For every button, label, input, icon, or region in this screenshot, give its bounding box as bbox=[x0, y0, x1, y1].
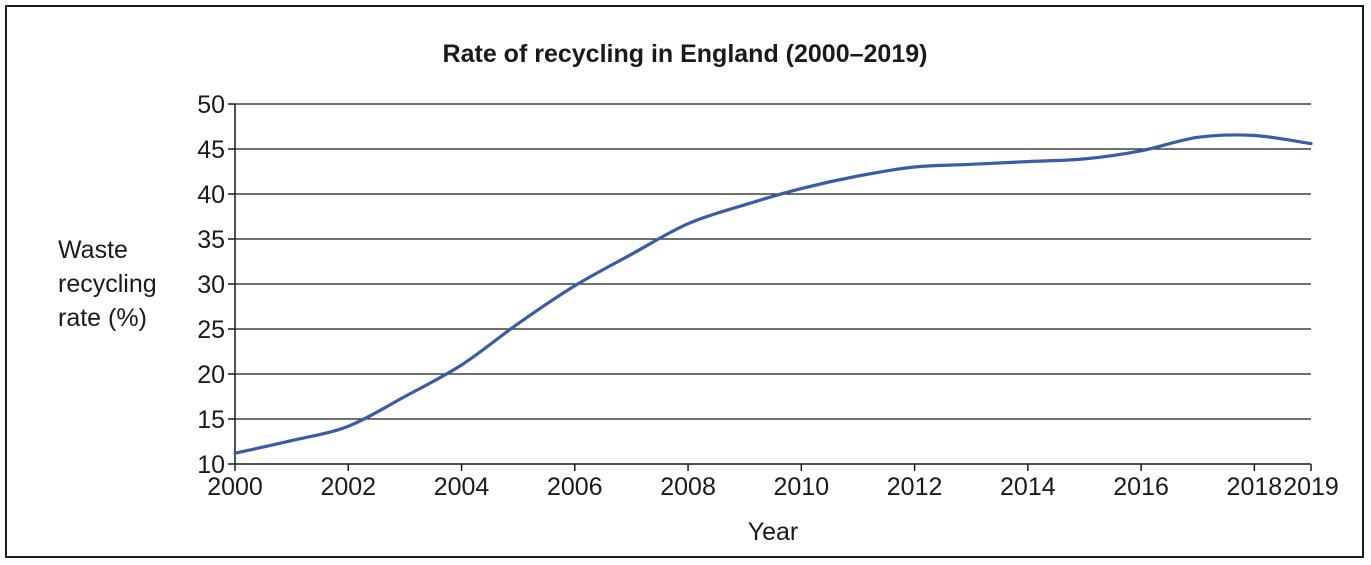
x-tick-label-2010: 2010 bbox=[774, 473, 830, 501]
x-tick-label-2002: 2002 bbox=[320, 473, 376, 501]
y-tick-label-50: 50 bbox=[197, 91, 225, 119]
y-tick-label-15: 15 bbox=[197, 406, 225, 434]
chart-title: Rate of recycling in England (2000–2019) bbox=[443, 40, 928, 68]
y-tick-label-40: 40 bbox=[197, 181, 225, 209]
x-tick-label-2006: 2006 bbox=[547, 473, 603, 501]
chart-frame bbox=[5, 5, 1364, 558]
x-tick-label-2014: 2014 bbox=[1000, 473, 1056, 501]
y-tick-label-25: 25 bbox=[197, 316, 225, 344]
y-axis-label-line-2: recycling bbox=[58, 270, 157, 298]
y-axis-label-line-1: Waste bbox=[58, 236, 128, 264]
x-tick-label-2012: 2012 bbox=[887, 473, 943, 501]
y-tick-label-45: 45 bbox=[197, 136, 225, 164]
x-axis-ticks: 2000 2002 2004 2006 2008 2010 2012 2014 2016 2018… bbox=[207, 464, 1339, 501]
y-axis-ticks: 10 15 20 25 30 35 40 45 50 bbox=[197, 91, 235, 479]
y-tick-label-20: 20 bbox=[197, 361, 225, 389]
y-axis-label-line-3: rate (%) bbox=[58, 304, 147, 332]
y-axis-label: Waste recycling rate (%) bbox=[58, 236, 164, 332]
gridlines bbox=[235, 103, 1311, 420]
x-tick-label-2018: 2018 bbox=[1227, 473, 1283, 501]
y-tick-label-35: 35 bbox=[197, 226, 225, 254]
x-tick-label-2004: 2004 bbox=[434, 473, 490, 501]
series-line-0 bbox=[233, 133, 1313, 455]
y-tick-label-10: 10 bbox=[197, 451, 225, 479]
y-tick-label-30: 30 bbox=[197, 271, 225, 299]
x-tick-label-2016: 2016 bbox=[1113, 473, 1169, 501]
x-tick-label-2019: 2019 bbox=[1283, 473, 1339, 501]
x-axis-label: Year bbox=[748, 518, 799, 546]
x-tick-label-2000: 2000 bbox=[207, 473, 263, 501]
x-tick-label-2008: 2008 bbox=[660, 473, 716, 501]
series-layer bbox=[233, 133, 1313, 455]
